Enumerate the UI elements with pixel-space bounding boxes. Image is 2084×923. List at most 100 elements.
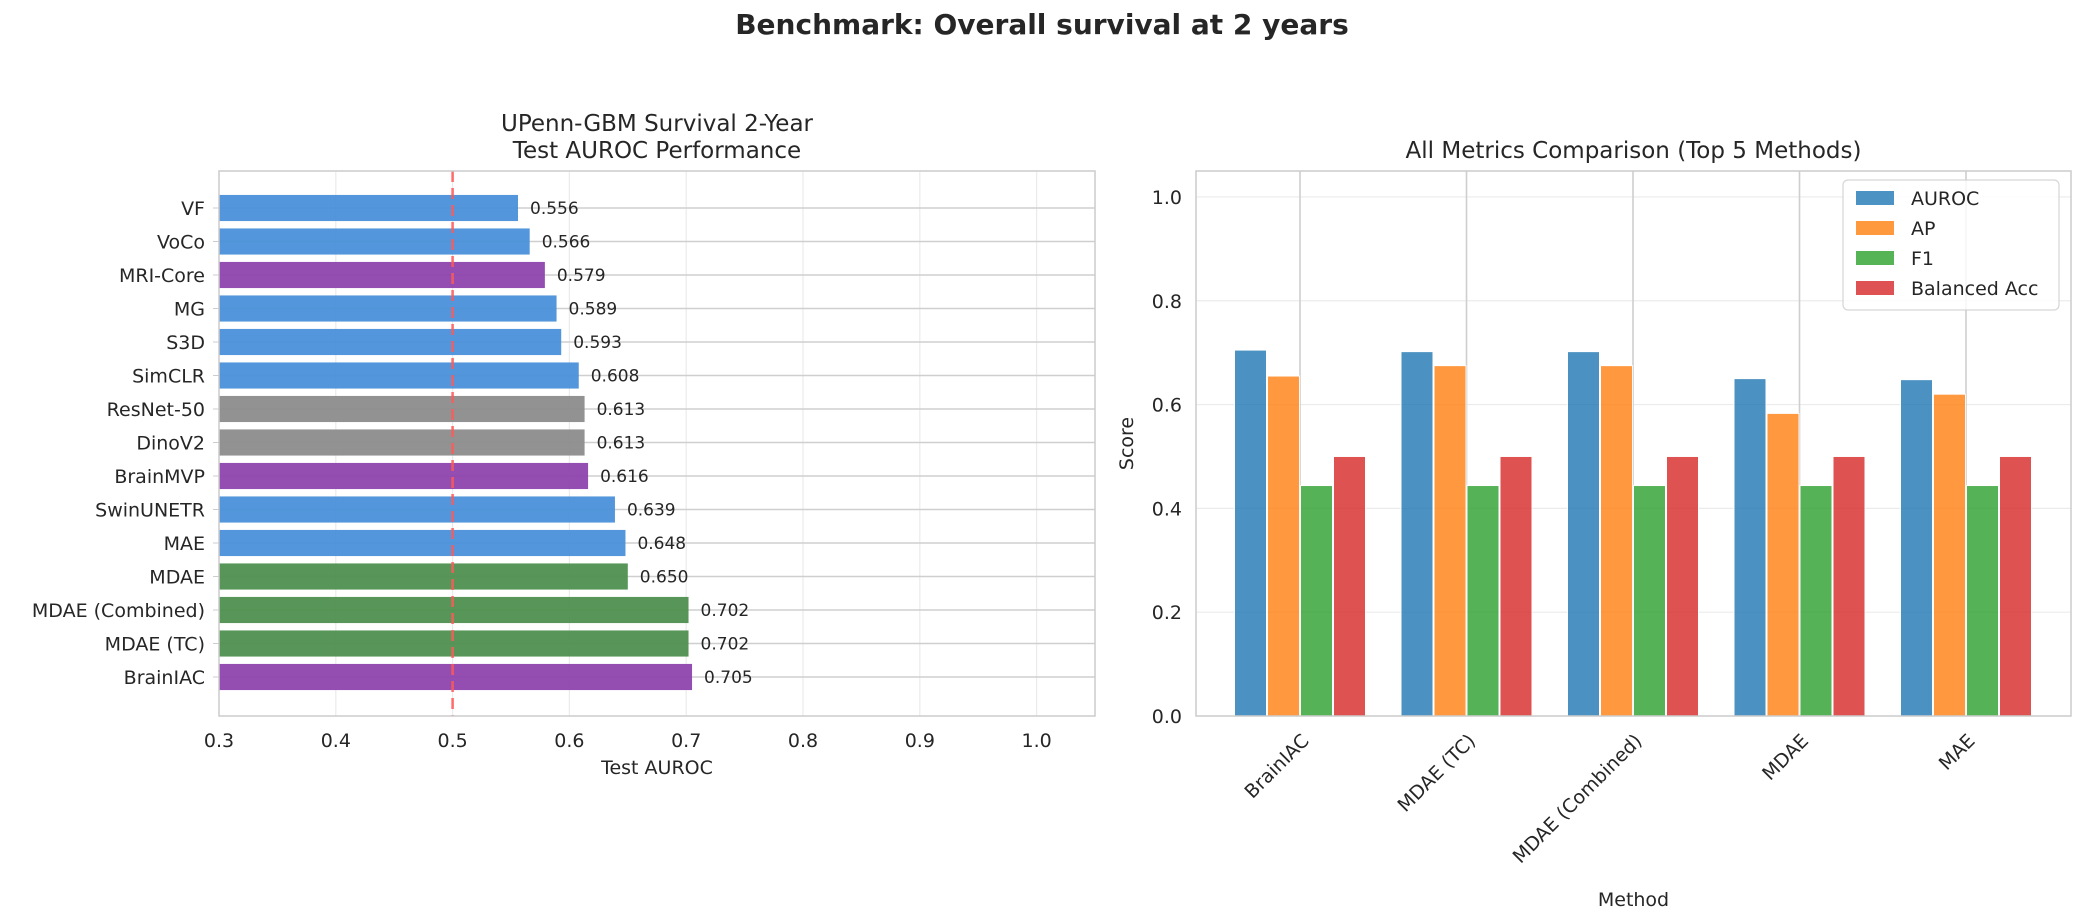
x-tick-label: 0.4	[321, 730, 351, 752]
legend-swatch	[1856, 221, 1894, 235]
bar-voco	[219, 228, 530, 255]
y-tick-label: DinoV2	[136, 433, 205, 455]
y-tick-label: SimCLR	[132, 366, 205, 388]
bar-brainiac	[219, 663, 693, 691]
y-tick-label: SwinUNETR	[95, 500, 205, 522]
x-tick-label: 0.7	[671, 730, 701, 752]
bar-balanced-acc	[1333, 455, 1366, 717]
value-label: 0.593	[573, 333, 622, 353]
x-tick-label: 0.9	[905, 730, 935, 752]
bar-balanced-acc	[1832, 455, 1866, 717]
x-tick-label: 1.0	[1021, 730, 1051, 752]
y-axis-label: Score	[1116, 417, 1138, 470]
bar-f1	[1799, 485, 1833, 717]
bar-balanced-acc	[1999, 455, 2032, 717]
value-label: 0.639	[627, 501, 676, 521]
metrics-grouped-bar-chart: 0.0 0.2 0.4 0.6 0.8 1.0 BrainIAC MDAE (TC) MDAE …	[1116, 138, 2072, 911]
bar-mri-core	[219, 261, 545, 289]
y-tick-label: 0.6	[1152, 395, 1182, 417]
x-tick-label: MDAE (Combined)	[1509, 730, 1647, 868]
bar-auroc	[1400, 351, 1434, 717]
y-tick-label: BrainIAC	[124, 667, 205, 689]
auroc-bar-chart: VF 0.556 VoCo 0.566 MRI-Core 0.579 MG 0.589 S3D 0…	[32, 111, 1096, 779]
bar-auroc	[1567, 351, 1600, 717]
legend-swatch	[1856, 251, 1894, 265]
x-axis-label: Method	[1598, 889, 1669, 911]
bar-mg	[219, 295, 557, 322]
figure-title: Benchmark: Overall survival at 2 years	[735, 8, 1349, 41]
bar-brainmvp	[219, 462, 589, 490]
bar-vf	[219, 194, 519, 222]
value-label: 0.566	[542, 233, 591, 253]
bar-auroc	[1900, 379, 1933, 717]
bar-ap	[1267, 375, 1300, 717]
y-tick-label: VoCo	[157, 232, 205, 254]
value-label: 0.650	[640, 568, 689, 588]
value-label: 0.579	[557, 266, 606, 286]
bar-ap	[1600, 365, 1633, 717]
bar-simclr	[219, 362, 579, 389]
value-label: 0.648	[637, 534, 686, 554]
legend-box	[1842, 179, 2060, 311]
x-tick-label: 0.3	[204, 730, 234, 752]
y-tick-label: BrainMVP	[114, 466, 205, 488]
legend-swatch	[1856, 281, 1894, 295]
y-tick-label: MDAE (TC)	[105, 634, 205, 656]
y-tick-label: MDAE (Combined)	[32, 600, 205, 622]
bar-ap	[1933, 393, 1966, 717]
y-tick-label: 0.4	[1152, 498, 1182, 520]
bar-f1	[1466, 485, 1500, 717]
x-tick-label: MAE	[1935, 730, 1980, 775]
x-tick-label: 0.8	[788, 730, 818, 752]
bar-auroc	[1234, 349, 1267, 717]
y-tick-label: 0.0	[1152, 706, 1182, 728]
y-tick-label: MRI-Core	[119, 265, 205, 287]
y-tick-label: MAE	[164, 533, 205, 555]
bar-ap	[1766, 412, 1800, 717]
value-label: 0.702	[701, 635, 750, 655]
chart-title: All Metrics Comparison (Top 5 Methods)	[1406, 138, 1862, 164]
value-label: 0.608	[591, 367, 640, 387]
value-label: 0.705	[704, 668, 753, 688]
legend-label: AP	[1911, 218, 1935, 240]
bar-mae	[219, 529, 626, 557]
bar-f1	[1633, 485, 1666, 717]
legend-label: F1	[1911, 248, 1934, 270]
bar-resnet-50	[219, 395, 585, 423]
y-tick-label: MG	[174, 299, 205, 321]
y-tick-label: MDAE	[149, 567, 205, 589]
y-tick-label: VF	[181, 198, 205, 220]
bar-f1	[1300, 485, 1333, 717]
x-tick-label: MDAE (TC)	[1394, 730, 1480, 816]
bar-swinunetr	[219, 496, 615, 523]
x-tick-label: BrainIAC	[1240, 730, 1313, 803]
legend-label: Balanced Acc	[1911, 278, 2038, 300]
bar-mdae	[219, 563, 628, 590]
chart-title: Test AUROC Performance	[512, 138, 801, 164]
y-tick-label: S3D	[166, 332, 205, 354]
y-tick-label: ResNet-50	[107, 399, 205, 421]
bar-s3d	[219, 328, 562, 356]
bar-auroc	[1733, 378, 1767, 717]
y-tick-label: 0.2	[1152, 602, 1182, 624]
x-tick-label: 0.6	[554, 730, 584, 752]
value-label: 0.556	[530, 199, 579, 219]
y-tick-label: 0.8	[1152, 291, 1182, 313]
bar-balanced-acc	[1499, 455, 1533, 717]
plot-frame	[218, 170, 1096, 717]
value-label: 0.589	[569, 300, 618, 320]
bar-balanced-acc	[1666, 455, 1699, 717]
x-tick-label: 0.5	[437, 730, 467, 752]
bar-f1	[1966, 485, 1999, 717]
bar-dinov2	[219, 429, 585, 456]
chart-title: UPenn-GBM Survival 2-Year	[501, 111, 814, 137]
x-tick-label: MDAE	[1758, 730, 1813, 785]
legend-label: AUROC	[1911, 188, 1979, 210]
y-tick-label: 1.0	[1152, 187, 1182, 209]
legend-swatch	[1856, 191, 1894, 205]
bar-ap	[1433, 365, 1467, 717]
value-label: 0.613	[597, 400, 646, 420]
plot-frame	[1195, 170, 2072, 717]
value-label: 0.702	[701, 601, 750, 621]
